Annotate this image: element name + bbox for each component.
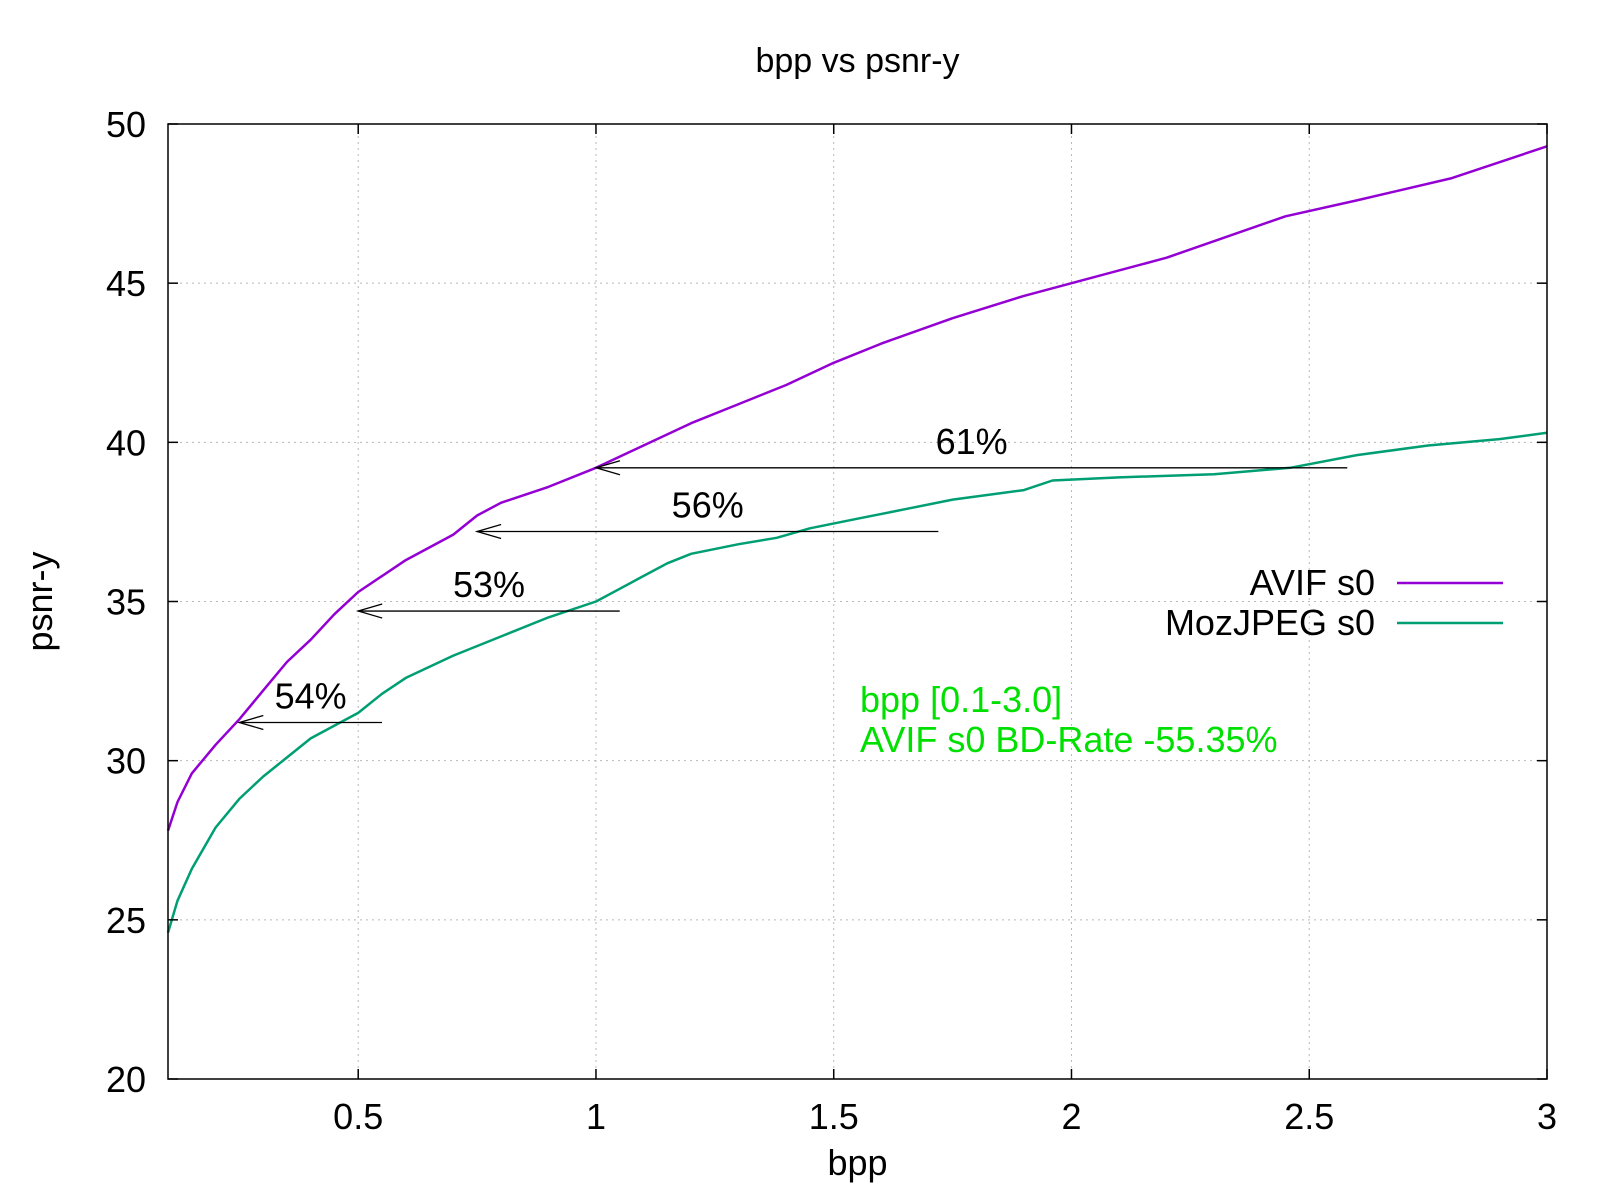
x-tick-label: 1.5 (809, 1096, 859, 1137)
legend-label-mozjpeg: MozJPEG s0 (1165, 602, 1375, 643)
chart-title: bpp vs psnr-y (755, 42, 959, 80)
bd-arrow-label: 61% (936, 421, 1008, 462)
x-tick-label: 2 (1061, 1096, 1081, 1137)
bd-arrow-label: 56% (672, 484, 744, 525)
y-tick-label: 50 (106, 104, 146, 145)
series-line-mozjpeg (166, 431, 1548, 933)
y-tick-label: 20 (106, 1059, 146, 1100)
annotation-bd-rate: AVIF s0 BD-Rate -55.35% (860, 719, 1278, 760)
tick-layer: 0.5 1 1.5 2 2.5 3 20 25 30 35 40 45 50 (106, 104, 1557, 1137)
arrow-layer: 61% 56% 53% 54% (237, 421, 1348, 731)
x-tick-label: 3 (1537, 1096, 1557, 1137)
y-tick-label: 30 (106, 741, 146, 782)
x-tick-label: 1 (586, 1096, 606, 1137)
x-tick-label: 2.5 (1284, 1096, 1334, 1137)
legend-label-avif: AVIF s0 (1250, 562, 1375, 603)
series-layer (166, 145, 1548, 933)
y-tick-label: 45 (106, 263, 146, 304)
bd-rate-annotation: bpp [0.1-3.0] AVIF s0 BD-Rate -55.35% (860, 679, 1278, 760)
annotation-range: bpp [0.1-3.0] (860, 679, 1062, 720)
bd-arrow-head (355, 603, 383, 619)
bd-arrow-head (474, 523, 502, 540)
series-line-avif (166, 145, 1548, 832)
grid-layer (168, 124, 1547, 1079)
y-tick-label: 35 (106, 582, 146, 623)
bd-arrow-label: 54% (275, 675, 347, 716)
legend: AVIF s0 MozJPEG s0 (1165, 562, 1503, 643)
y-axis-label: psnr-y (19, 551, 60, 651)
x-tick-label: 0.5 (333, 1096, 383, 1137)
bd-arrow-head (237, 714, 264, 731)
y-tick-label: 40 (106, 422, 146, 463)
bd-arrow-label: 53% (453, 564, 525, 605)
y-tick-label: 25 (106, 900, 146, 941)
x-axis-label: bpp (827, 1142, 887, 1183)
bd-arrow-head (593, 460, 621, 476)
